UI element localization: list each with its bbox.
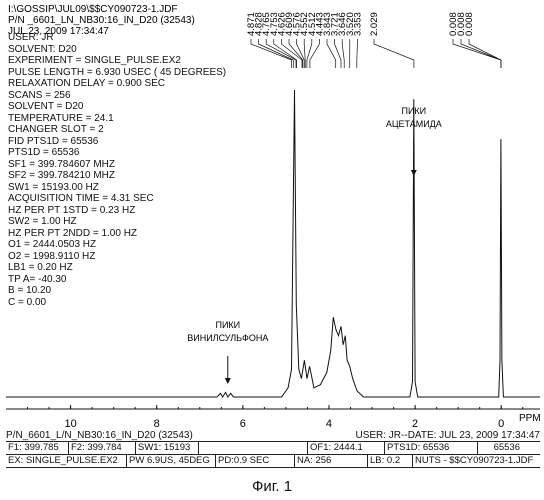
parameter-line: CHANGER SLOT = 2 xyxy=(8,124,248,136)
peak-leader xyxy=(357,39,358,68)
parameter-line: C = 0.00 xyxy=(8,297,248,309)
status-bar-row-2: EX: SINGLE_PULSE.EX2 PW 6.9US, 45DEG PD:… xyxy=(6,454,540,468)
peak-leader xyxy=(251,39,292,68)
peak-leader xyxy=(453,39,501,68)
x-tick-label: 6 xyxy=(240,418,246,430)
parameter-line: HZ PER PT 1STD = 0.23 HZ xyxy=(8,205,248,217)
parameter-line: SOLVENT = D20 xyxy=(8,101,248,113)
parameter-line: HZ PER PT 2NDD = 1.00 HZ xyxy=(8,228,248,240)
status-lb: LB: 0.2 xyxy=(368,455,413,467)
parameter-line: FID PTS1D = 65536 xyxy=(8,136,248,148)
x-tick-label: 2 xyxy=(412,418,418,430)
parameter-line: TP A= -40.30 xyxy=(8,274,248,286)
acquisition-parameters: USER: JRSOLVENT: D20EXPERIMENT = SINGLE_… xyxy=(8,32,248,308)
footer-user-date: USER: JR--DATE: JUL 23, 2009 17:34:47 xyxy=(355,430,540,441)
parameter-line: O1 = 2444.0503 HZ xyxy=(8,239,248,251)
x-tick-label: 8 xyxy=(154,418,160,430)
parameter-line: RELAXATION DELAY = 0.900 SEC xyxy=(8,78,248,90)
peak-leader xyxy=(310,39,320,68)
parameter-line: SW1 = 15193.00 HZ xyxy=(8,182,248,194)
parameter-line: ACQUISITION TIME = 4.31 SEC xyxy=(8,193,248,205)
x-tick-label: 10 xyxy=(64,418,76,430)
peak-leader xyxy=(374,39,414,68)
annotation-text: ПИКИ xyxy=(215,320,240,330)
x-tick-label: 4 xyxy=(326,418,332,430)
peak-label: 2.029 xyxy=(369,12,380,36)
parameter-line: PULSE LENGTH = 6.930 USEC ( 45 DEGREES) xyxy=(8,67,248,79)
parameter-line: TEMPERATURE = 24.1 xyxy=(8,113,248,125)
figure-caption: Фиг. 1 xyxy=(0,478,544,495)
parameter-line: SF2 = 399.784210 MHZ xyxy=(8,170,248,182)
annotation-text: ВИНИЛСУЛЬФОНА xyxy=(187,333,268,343)
footer-pn: P/N_6601_L/N_NB30:16_IN_D20 (32543) xyxy=(6,430,193,441)
parameter-line: LB1 = 0.20 HZ xyxy=(8,262,248,274)
x-axis-label: PPM xyxy=(519,413,541,424)
annotation-text: АЦЕТАМИДА xyxy=(386,119,442,129)
pn-header: P/N _6601_LN_NB30:16_IN_D20 (32543) xyxy=(8,15,195,26)
annotation-arrow-head xyxy=(225,378,231,384)
annotation-arrow-head xyxy=(411,170,417,176)
peak-labels: 4.8714.8284.7654.7534.6264.6094.5764.552… xyxy=(246,12,475,36)
status-bar-row-1: F1: 399.785 F2: 399.784 SW1: 15193 OF1: … xyxy=(6,441,540,454)
parameter-line: SW2 = 1.00 HZ xyxy=(8,216,248,228)
peak-leader xyxy=(307,39,312,68)
status-pts: 65536 xyxy=(478,442,522,454)
status-pd: PD:0.9 SEC xyxy=(216,455,295,467)
status-pts1d: PTS1D: 65536 xyxy=(385,442,478,454)
parameter-line: USER: JR xyxy=(8,32,248,44)
status-empty xyxy=(199,442,308,454)
x-tick-label: 0 xyxy=(498,418,504,430)
annotation-text: ПИКИ xyxy=(401,106,426,116)
peak-leader xyxy=(342,39,344,68)
file-path: I:\GOSSIP\JUL09\$$CY090723-1.JDF xyxy=(8,4,178,15)
status-experiment: EX: SINGLE_PULSE.EX2 xyxy=(6,455,127,467)
parameter-line: EXPERIMENT = SINGLE_PULSE.EX2 xyxy=(8,55,248,67)
parameter-line: SOLVENT: D20 xyxy=(8,44,248,56)
status-na: NA: 256 xyxy=(295,455,368,467)
peak-label: 3.353 xyxy=(352,12,363,36)
status-f2: F2: 399.784 xyxy=(69,442,136,454)
status-f1: F1: 399.785 xyxy=(6,442,69,454)
parameter-line: SF1 = 399.784607 MHZ xyxy=(8,159,248,171)
parameter-line: O2 = 1998.9110 HZ xyxy=(8,251,248,263)
parameter-line: PTS1D = 65536 xyxy=(8,147,248,159)
parameter-line: B = 10.20 xyxy=(8,285,248,297)
status-sw1: SW1: 15193 xyxy=(136,442,199,454)
status-of1: OF1: 2444.1 xyxy=(308,442,385,454)
status-nuts: NUTS - $$CY090723-1.JDF xyxy=(413,455,535,467)
peak-leader-lines xyxy=(251,39,501,68)
parameter-line: SCANS = 256 xyxy=(8,90,248,102)
footer-line: P/N_6601_L/N_NB30:16_IN_D20 (32543) USER… xyxy=(6,430,540,441)
status-pulse: PW 6.9US, 45DEG xyxy=(127,455,216,467)
peak-label: 0.008 xyxy=(464,12,475,36)
